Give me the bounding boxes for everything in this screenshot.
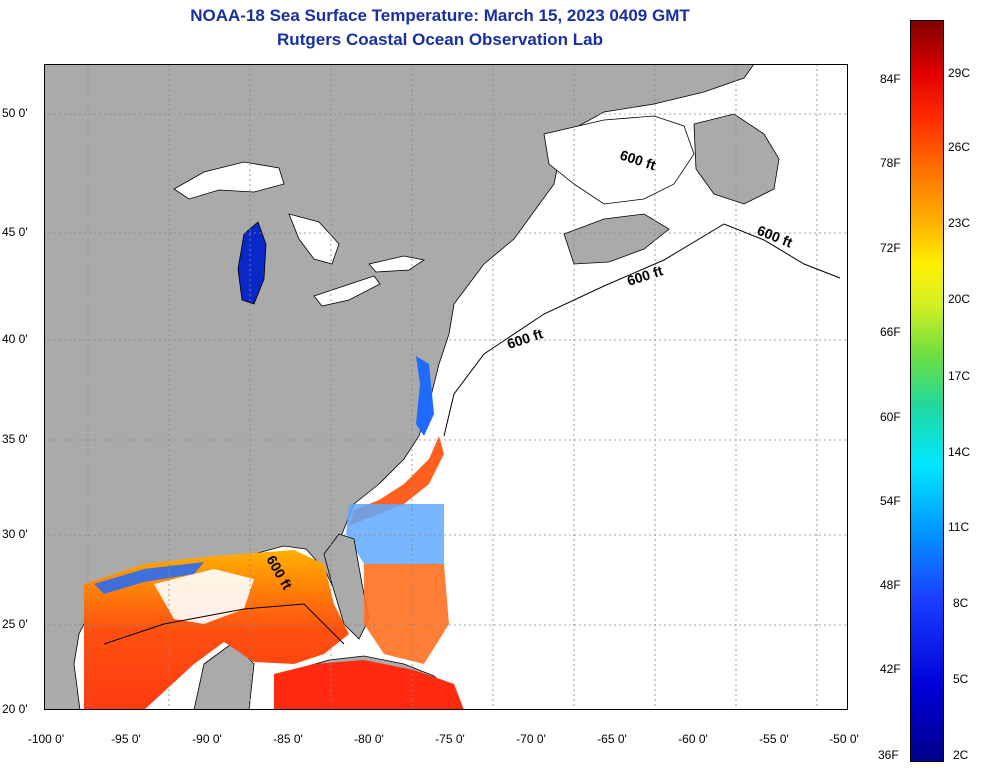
colorbar-c-11: 11C (948, 520, 970, 534)
newfoundland-land (693, 113, 780, 205)
colorbar-c-2: 2C (953, 748, 969, 762)
isobath-600ft (443, 223, 841, 437)
colorbar-c-23: 23C (948, 216, 971, 230)
sst-map-canvas: 600 ft 600 ft 600 ft 600 ft 600 ft (44, 64, 848, 710)
colorbar-f-84: 84F (880, 72, 901, 86)
lat-tick-30: 30 0' (2, 527, 28, 541)
map-subtitle: Rutgers Coastal Ocean Observation Lab (277, 30, 603, 49)
sst-map: 600 ft 600 ft 600 ft 600 ft 600 ft (44, 64, 848, 710)
colorbar-c-5: 5C (953, 672, 969, 686)
nova-scotia-land (563, 213, 670, 265)
lon-tick-80: -80 0' (354, 732, 384, 746)
colorbar-c-8: 8C (953, 596, 969, 610)
colorbar-c-14: 14C (948, 445, 971, 459)
lat-tick-40: 40 0' (2, 332, 28, 346)
colorbar-c-29: 29C (948, 66, 971, 80)
graticule (44, 64, 848, 710)
colorbar-f-36: 36F (878, 748, 899, 762)
color-scale-bar (910, 20, 944, 762)
lat-tick-35: 35 0' (2, 432, 28, 446)
lake-ontario (368, 255, 426, 273)
colorbar-c-20: 20C (948, 292, 971, 306)
lat-tick-20: 20 0' (2, 702, 28, 716)
colorbar-f-54: 54F (880, 494, 901, 508)
colorbar-c-26: 26C (948, 140, 971, 154)
lat-tick-50: 50 0' (2, 106, 28, 120)
yucatan-land (193, 641, 255, 710)
lon-tick-90: -90 0' (192, 732, 222, 746)
lake-superior (173, 161, 285, 200)
gulf-cold-fringe (94, 562, 204, 594)
gulf-stream-sst-band (348, 436, 444, 526)
southeast-shelf-sst (346, 504, 444, 564)
lat-tick-25: 25 0' (2, 617, 28, 631)
colorbar-f-72: 72F (880, 241, 901, 255)
colorbar-f-66: 66F (880, 325, 901, 339)
lon-tick-55: -55 0' (759, 732, 789, 746)
caribbean-sst (274, 660, 464, 710)
colorbar-f-60: 60F (880, 410, 901, 424)
colorbar-f-78: 78F (880, 156, 901, 170)
gulf-of-mexico-sst (84, 550, 349, 710)
lake-huron (288, 213, 340, 265)
map-title: NOAA-18 Sea Surface Temperature: March 1… (190, 6, 690, 25)
lon-tick-100: -100 0' (27, 732, 65, 746)
colorbar-f-48: 48F (880, 578, 901, 592)
lon-tick-95: -95 0' (111, 732, 141, 746)
lon-tick-60: -60 0' (678, 732, 708, 746)
gulf-cloud-patch (154, 569, 254, 624)
florida-land (323, 533, 370, 640)
lon-tick-85: -85 0' (273, 732, 303, 746)
map-border (44, 64, 848, 710)
lat-tick-45: 45 0' (2, 225, 28, 239)
isobath-600ft-gulf (103, 603, 345, 645)
lon-tick-75: -75 0' (435, 732, 465, 746)
lake-michigan (237, 221, 267, 305)
lon-tick-50: -50 0' (829, 732, 859, 746)
lon-tick-65: -65 0' (597, 732, 627, 746)
lon-tick-70: -70 0' (516, 732, 546, 746)
colorbar-c-17: 17C (948, 369, 971, 383)
lake-erie (313, 275, 381, 307)
mid-atlantic-sst-band (416, 356, 434, 436)
bahamas-sst (364, 564, 449, 664)
colorbar-f-42: 42F (880, 662, 901, 676)
gulf-st-lawrence (543, 115, 695, 205)
